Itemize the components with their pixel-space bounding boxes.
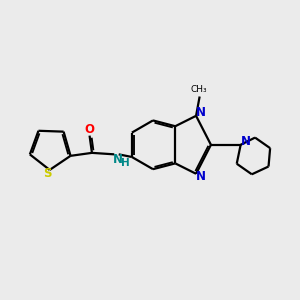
Text: N: N [240,135,250,148]
Text: H: H [121,158,130,168]
Text: CH₃: CH₃ [191,85,207,94]
Text: S: S [43,167,52,180]
Text: N: N [196,106,206,119]
Text: N: N [113,153,123,166]
Text: N: N [196,170,206,183]
Text: O: O [85,123,94,136]
